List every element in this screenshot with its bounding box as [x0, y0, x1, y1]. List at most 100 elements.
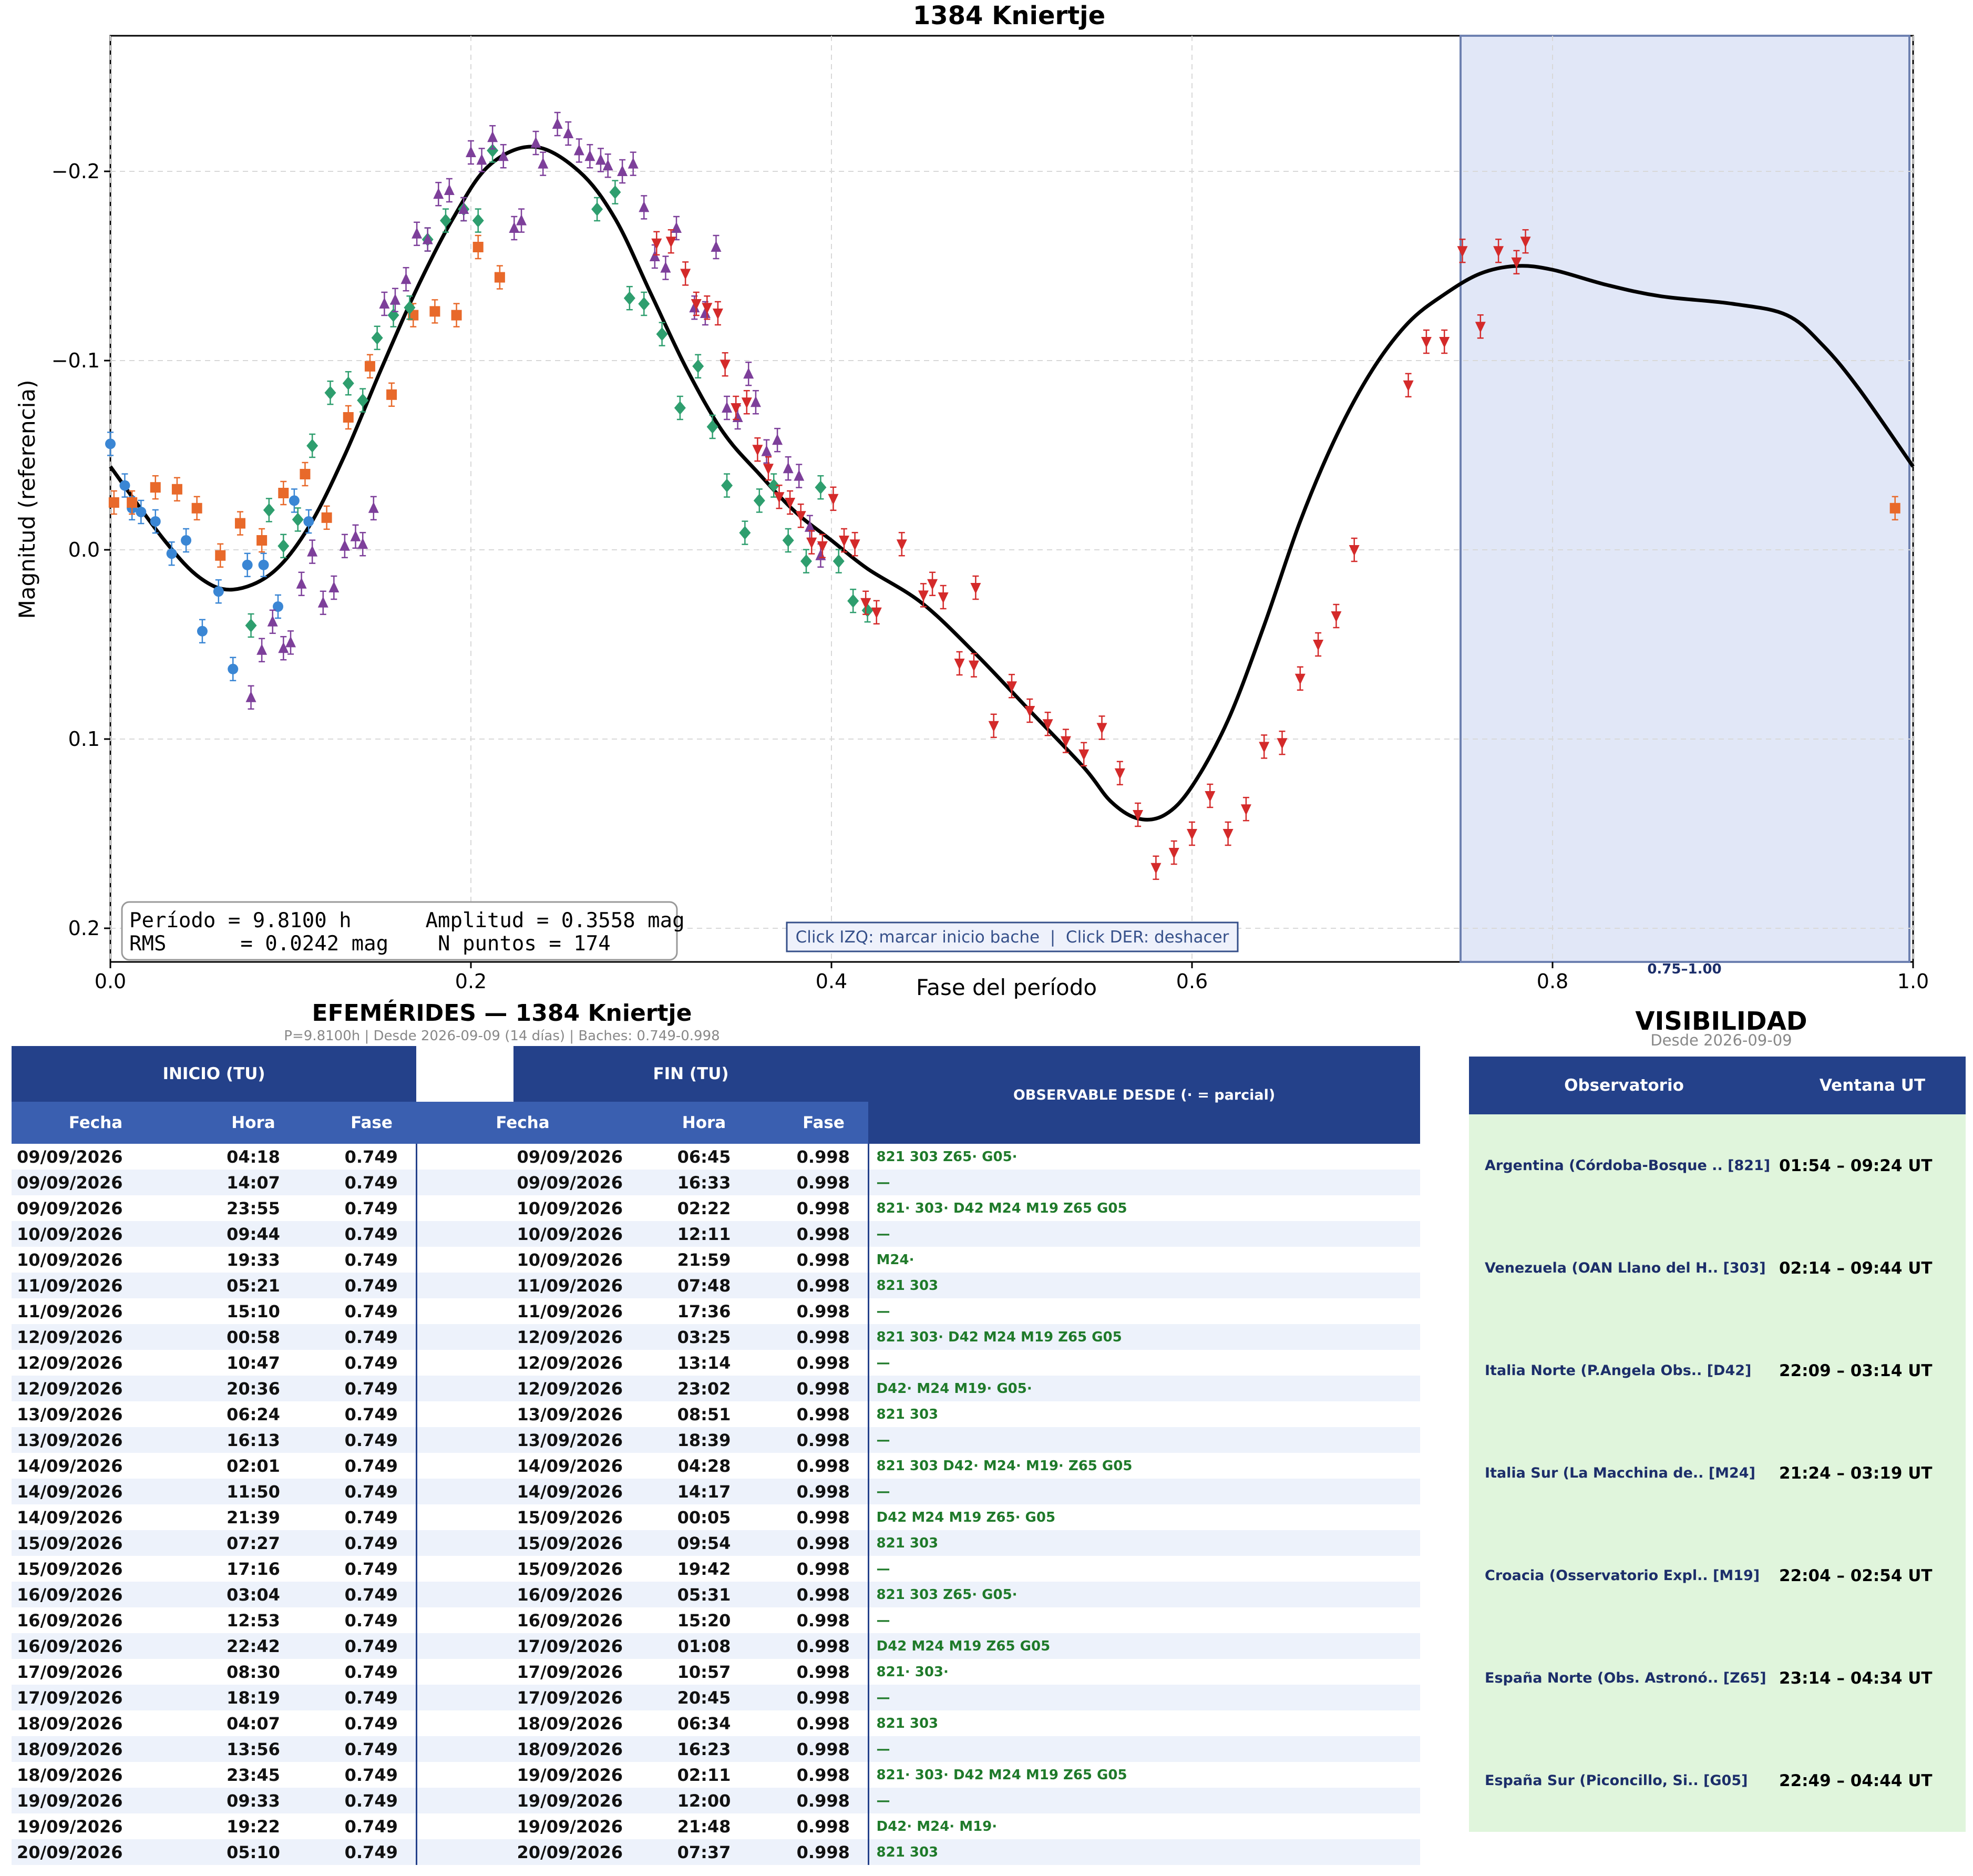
marker — [404, 301, 416, 315]
light-curve-chart[interactable]: 1384 Kniertje 0.0 0.2 0.4 0.6 0.8 1.0 −0.2−0.… — [0, 0, 1973, 999]
end-time: 17:36 — [629, 1298, 779, 1324]
data-point-triangle-down — [1222, 821, 1234, 846]
observable-sites: — — [867, 1170, 1421, 1195]
start-phase: 0.749 — [327, 1710, 417, 1736]
data-point-circle — [242, 552, 253, 578]
marker — [1024, 706, 1035, 717]
marker — [1457, 246, 1468, 258]
hint-box[interactable]: Click IZQ: marcar inicio bache | Click D… — [786, 921, 1239, 952]
observatory-name: España Sur (Piconcillo, Si.. [G05] — [1469, 1729, 1779, 1832]
marker — [476, 153, 487, 165]
data-point-diamond — [245, 613, 257, 638]
data-point-diamond — [306, 433, 318, 458]
data-point-triangle-up — [711, 234, 722, 260]
end-date: 20/09/2026 — [415, 1839, 630, 1865]
marker — [466, 146, 476, 157]
data-point-circle — [197, 619, 208, 644]
info-line-1: Período = 9.8100 h Amplitud = 0.3558 mag — [129, 909, 685, 932]
marker — [127, 497, 138, 508]
marker — [285, 636, 296, 648]
end-time: 06:45 — [629, 1144, 779, 1170]
data-point-square — [494, 265, 505, 290]
marker — [119, 480, 130, 491]
data-point-triangle-down — [1205, 783, 1216, 808]
table-row: 09/09/2026 14:07 0.749 09/09/2026 16:33 0.998… — [12, 1170, 1421, 1195]
end-phase: 0.998 — [779, 1556, 869, 1582]
data-point-triangle-up — [389, 288, 400, 313]
data-point-triangle-up — [649, 244, 660, 269]
marker — [487, 131, 498, 142]
end-time: 12:11 — [629, 1221, 779, 1247]
end-phase: 0.998 — [779, 1247, 869, 1273]
start-time: 13:56 — [180, 1736, 327, 1762]
marker — [970, 583, 981, 594]
marker — [1277, 738, 1288, 750]
table-row: 17/09/2026 18:19 0.749 17/09/2026 20:45 0.998… — [12, 1685, 1421, 1710]
start-phase: 0.749 — [327, 1556, 417, 1582]
end-phase: 0.998 — [779, 1453, 869, 1479]
marker — [530, 137, 541, 148]
observable-sites: D42· M24· M19· — [867, 1813, 1421, 1839]
data-point-circle — [228, 657, 239, 682]
header-window: Ventana UT — [1779, 1057, 1966, 1114]
data-point-diamond — [278, 534, 290, 559]
header-observable: OBSERVABLE DESDE (· = parcial) — [868, 1046, 1421, 1144]
data-point-square — [472, 234, 484, 260]
observatory-name: Croacia (Osservatorio Expl.. [M19] — [1469, 1524, 1779, 1627]
start-time: 12:53 — [180, 1607, 327, 1633]
data-point-circle — [303, 509, 314, 534]
data-point-square — [278, 480, 289, 506]
data-point-triangle-down — [785, 490, 796, 515]
marker — [509, 222, 520, 233]
start-time: 03:04 — [180, 1582, 327, 1607]
marker — [472, 242, 484, 252]
marker — [1006, 681, 1017, 693]
start-time: 16:13 — [180, 1427, 327, 1453]
start-phase: 0.749 — [327, 1401, 417, 1427]
data-point-triangle-up — [772, 427, 783, 453]
table-row: 10/09/2026 19:33 0.749 10/09/2026 21:59 0.998… — [12, 1247, 1421, 1273]
visibility-title: VISIBILIDAD — [1635, 1007, 1807, 1036]
marker — [1439, 337, 1450, 348]
marker — [1042, 719, 1053, 731]
table-row: Croacia (Osservatorio Expl.. [M19] 22:04 … — [1469, 1524, 1966, 1627]
observable-sites: D42 M24 M19 Z65 G05 — [867, 1633, 1421, 1659]
marker — [628, 157, 639, 169]
data-point-diamond — [847, 588, 859, 613]
start-date: 12/09/2026 — [12, 1350, 180, 1376]
data-point-circle — [150, 509, 161, 534]
window-band[interactable] — [1460, 35, 1910, 963]
marker — [538, 157, 549, 169]
table-row: 15/09/2026 17:16 0.749 15/09/2026 19:42 0.998… — [12, 1556, 1421, 1582]
chart-title: 1384 Kniertje — [913, 1, 1105, 30]
start-phase: 0.749 — [327, 1788, 417, 1813]
end-time: 07:37 — [629, 1839, 779, 1865]
end-date: 15/09/2026 — [415, 1504, 630, 1530]
marker — [800, 554, 812, 568]
end-time: 00:05 — [629, 1504, 779, 1530]
data-point-triangle-down — [1114, 761, 1125, 786]
data-point-triangle-up — [743, 361, 754, 386]
data-point-diamond — [638, 291, 650, 316]
data-point-triangle-down — [651, 231, 662, 256]
marker — [743, 367, 754, 379]
end-phase: 0.998 — [779, 1401, 869, 1427]
marker — [343, 412, 354, 423]
end-time: 02:11 — [629, 1762, 779, 1788]
marker — [357, 538, 368, 549]
data-point-triangle-down — [1277, 730, 1288, 755]
marker — [487, 143, 499, 158]
data-points — [105, 111, 1900, 880]
marker — [817, 541, 828, 552]
start-date: 14/09/2026 — [12, 1453, 180, 1479]
marker — [350, 530, 361, 541]
start-date: 11/09/2026 — [12, 1273, 180, 1298]
end-time: 07:48 — [629, 1273, 779, 1298]
start-time: 09:33 — [180, 1788, 327, 1813]
data-point-triangle-up — [278, 635, 289, 661]
start-date: 15/09/2026 — [12, 1556, 180, 1582]
data-point-triangle-down — [954, 651, 965, 676]
start-phase: 0.749 — [327, 1762, 417, 1788]
marker — [364, 361, 375, 372]
data-point-diamond — [371, 325, 383, 351]
